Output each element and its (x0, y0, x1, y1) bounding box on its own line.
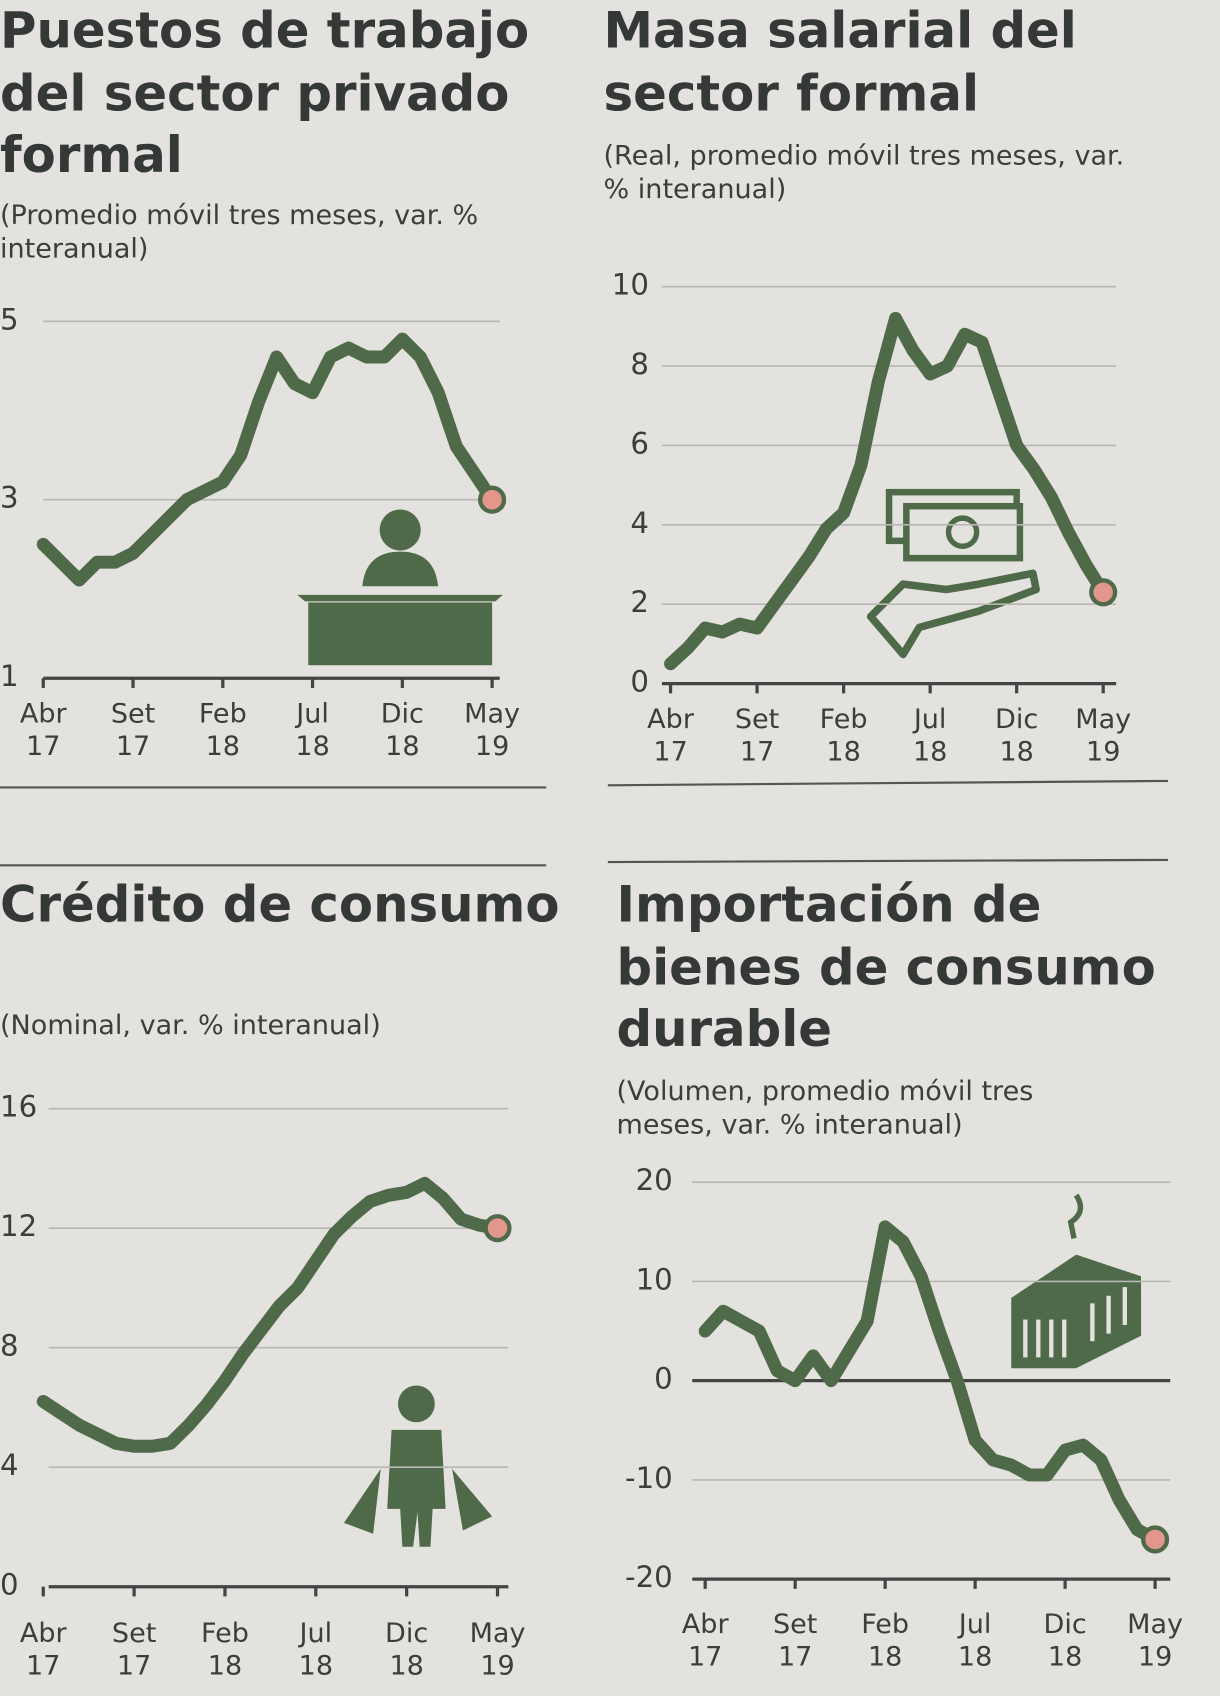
x-tick-label: May 19 (1127, 1608, 1184, 1673)
x-tick-label-box: Dic 18 (995, 703, 1039, 767)
x-tick-label-box: Abr 17 (681, 1608, 729, 1673)
x-tick-label: Set 17 (110, 697, 156, 762)
end-marker (478, 485, 507, 514)
x-tick-label: Jul 18 (912, 703, 948, 767)
y-tick-label: 5 (0, 302, 19, 336)
y-tick-label: 1 (0, 659, 19, 693)
chart-title-box: Masa salarial del sector formal (603, 1, 1077, 122)
chart-subtitle: (Promedio móvil tres meses, var. % inter… (0, 199, 479, 265)
y-tick-label: 0 (0, 1568, 19, 1602)
x-tick-label-box: May 19 (1075, 703, 1132, 767)
x-tick-label: Set 17 (734, 703, 780, 767)
x-tick-label: May 19 (1075, 703, 1132, 767)
x-tick-label-box: Dic 18 (380, 697, 424, 762)
end-marker (1089, 578, 1118, 607)
x-tick-label-box: Feb 18 (861, 1608, 910, 1673)
x-tick-label: Jul 18 (295, 697, 330, 762)
x-tick-label-box: Jul 18 (295, 697, 330, 762)
x-tick-label-box: Dic 18 (1043, 1608, 1087, 1673)
chart-subtitle: (Real, promedio móvil tres meses, var. %… (603, 139, 1125, 205)
y-tick-label: 10 (636, 1262, 673, 1296)
chart-title: Crédito de consumo (0, 875, 560, 934)
chart-title-box: Crédito de consumo (0, 875, 560, 934)
chart-title: Importación de bienes de consumo durable (616, 875, 1156, 1058)
end-marker (1141, 1525, 1170, 1554)
chart-subtitle-box: (Promedio móvil tres meses, var. % inter… (0, 199, 479, 265)
x-tick-label-box: Jul 18 (957, 1608, 993, 1673)
x-tick-label: Abr 17 (19, 697, 67, 762)
x-tick-label: Feb 18 (861, 1608, 910, 1673)
y-tick-label: 6 (630, 426, 649, 460)
separators (0, 779, 1169, 867)
data-line (664, 311, 1110, 671)
x-tick-label-box: Set 17 (772, 1608, 818, 1673)
x-tick-label-box: Abr 17 (647, 703, 694, 767)
x-tick-label-box: Dic 18 (385, 1616, 429, 1681)
icon-container (1011, 1193, 1142, 1369)
y-tick-label: 12 (0, 1209, 37, 1243)
chart-subtitle: (Nominal, var. % interanual) (0, 1009, 381, 1041)
y-tick-label: 8 (630, 347, 649, 381)
x-tick-label-box: Feb 18 (819, 703, 868, 767)
y-tick-label: 16 (0, 1090, 37, 1124)
x-tick-label-box: May 19 (1127, 1608, 1184, 1673)
data-line (36, 332, 499, 587)
x-tick-label-box: Feb 18 (198, 697, 247, 762)
x-tick-label: Abr 17 (19, 1616, 67, 1681)
x-tick-label-box: Jul 18 (298, 1616, 334, 1681)
x-tick-label-box: May 19 (469, 1616, 526, 1681)
y-tick-label: 0 (630, 665, 649, 699)
x-tick-label: Feb 18 (819, 703, 868, 767)
x-tick-label-box: Set 17 (734, 703, 780, 767)
icon-worker (297, 509, 503, 666)
chart-title-box: Puestos de trabajo del sector privado fo… (0, 1, 530, 184)
y-tick-label: 3 (0, 481, 19, 515)
y-tick-label: 8 (0, 1329, 19, 1363)
x-tick-label: Set 17 (772, 1608, 818, 1673)
x-tick-label-box: May 19 (464, 697, 521, 762)
chart-title: Masa salarial del sector formal (603, 1, 1077, 122)
data-line (698, 1220, 1162, 1546)
x-tick-label-box: Set 17 (110, 697, 156, 762)
chart-subtitle-box: (Nominal, var. % interanual) (0, 1009, 381, 1041)
x-tick-label-box: Abr 17 (19, 1616, 67, 1681)
x-tick-label: Feb 18 (198, 697, 247, 762)
icon-money (866, 488, 1040, 659)
icon-shopper (343, 1385, 493, 1547)
x-tick-label: Dic 18 (1043, 1608, 1087, 1673)
chart-subtitle: (Volumen, promedio móvil tres meses, var… (616, 1075, 1034, 1141)
x-tick-label-box: Set 17 (111, 1616, 157, 1681)
x-tick-label-box: Abr 17 (19, 697, 67, 762)
x-tick-label: Abr 17 (681, 1608, 729, 1673)
y-tick-label: 0 (654, 1362, 673, 1396)
end-marker (483, 1214, 512, 1243)
x-tick-label: Dic 18 (385, 1616, 429, 1681)
chart-subtitle-box: (Volumen, promedio móvil tres meses, var… (616, 1075, 1034, 1141)
y-tick-label: 4 (630, 506, 649, 540)
data-line (36, 1176, 505, 1453)
chart-title: Puestos de trabajo del sector privado fo… (0, 1, 530, 184)
x-tick-label: Dic 18 (995, 703, 1039, 767)
x-tick-label: May 19 (469, 1616, 526, 1681)
y-tick-label: -10 (625, 1461, 673, 1495)
y-tick-label: 2 (630, 585, 649, 619)
x-tick-label: Abr 17 (647, 703, 694, 767)
x-tick-label: Jul 18 (957, 1608, 993, 1673)
y-tick-label: -20 (625, 1560, 673, 1594)
y-tick-label: 10 (612, 268, 649, 302)
x-tick-label-box: Jul 18 (912, 703, 948, 767)
x-tick-label-box: Feb 18 (201, 1616, 249, 1681)
chart-title-box: Importación de bienes de consumo durable (616, 875, 1156, 1058)
chart-subtitle-box: (Real, promedio móvil tres meses, var. %… (603, 139, 1125, 205)
x-tick-label: Dic 18 (380, 697, 424, 762)
x-tick-label: May 19 (464, 697, 521, 762)
x-tick-label: Jul 18 (298, 1616, 334, 1681)
y-tick-label: 4 (0, 1448, 19, 1482)
x-tick-label: Feb 18 (201, 1616, 249, 1681)
x-tick-label: Set 17 (111, 1616, 157, 1681)
y-tick-label: 20 (636, 1163, 673, 1197)
